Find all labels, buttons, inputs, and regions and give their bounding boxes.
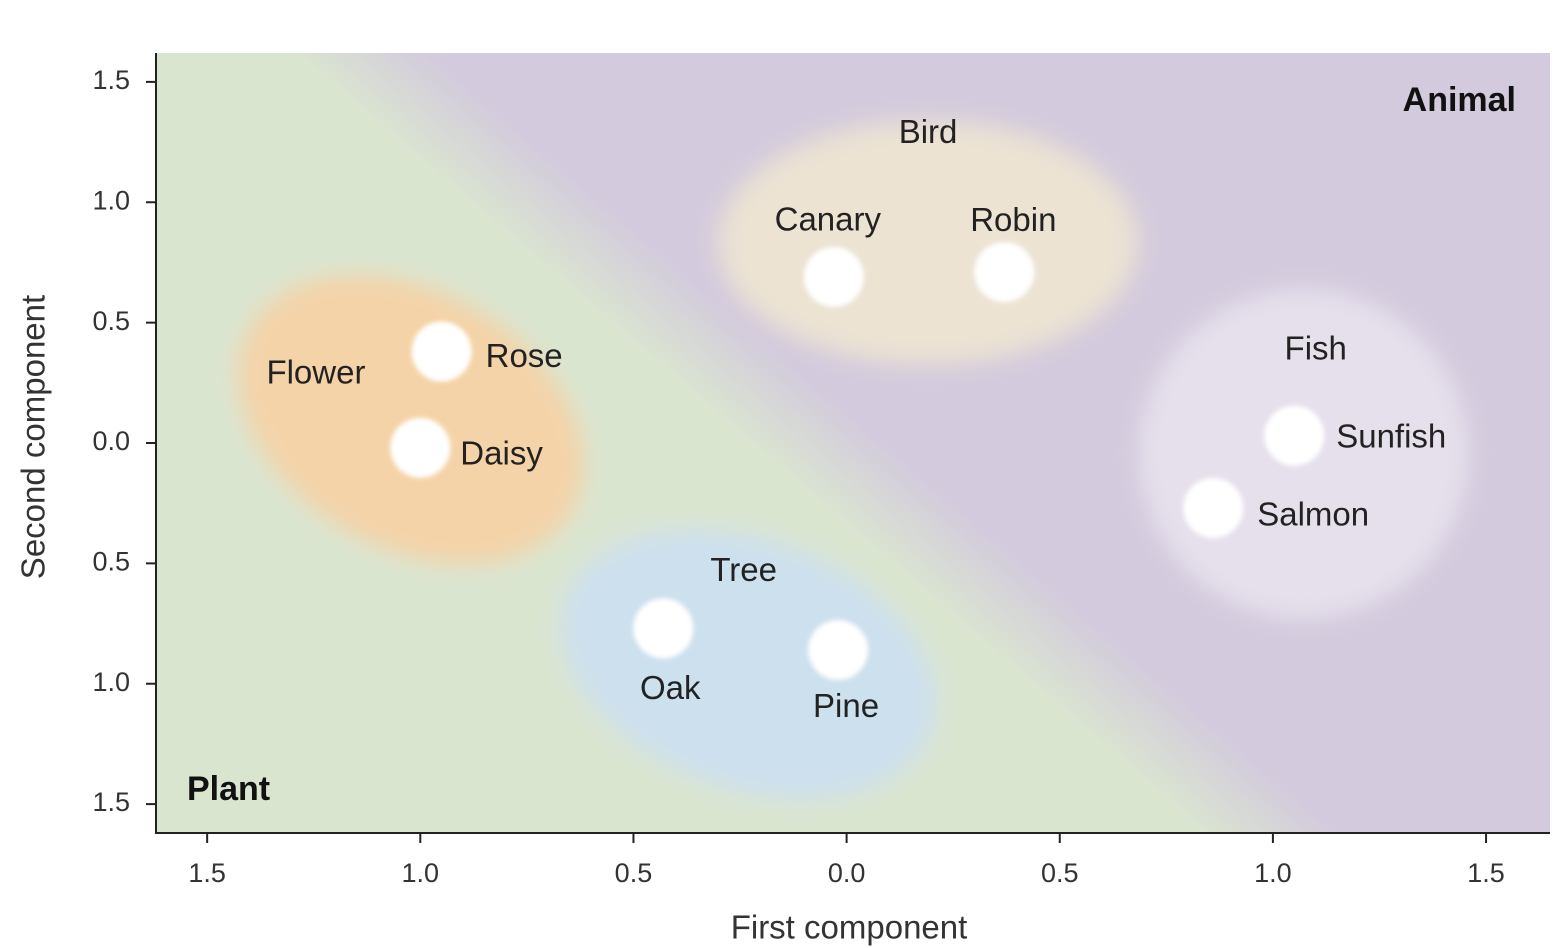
x-tick-label: 1.5 [1467, 858, 1505, 888]
group-label: Bird [899, 113, 958, 150]
x-tick-label: 0.5 [615, 858, 653, 888]
y-tick-label: 0.5 [92, 546, 130, 576]
group-label: Tree [710, 551, 777, 588]
point [390, 417, 451, 478]
y-tick-label: 1.0 [92, 185, 130, 215]
point-label: Pine [813, 687, 879, 724]
x-axis-title: First component [731, 909, 968, 946]
point [1183, 478, 1244, 538]
point [803, 246, 864, 307]
y-tick-label: 0.5 [92, 306, 130, 336]
point [411, 321, 472, 382]
x-tick-label: 1.0 [402, 858, 440, 888]
group-label: Fish [1285, 330, 1347, 367]
point [1264, 405, 1325, 466]
point-label: Salmon [1257, 496, 1369, 533]
point-label: Robin [970, 201, 1056, 238]
point [974, 242, 1035, 303]
point [633, 598, 694, 659]
x-tick-label: 0.0 [828, 858, 866, 888]
y-tick-label: 0.0 [92, 426, 130, 456]
x-tick-label: 1.5 [188, 858, 226, 888]
x-tick-label: 1.0 [1254, 858, 1292, 888]
point-label: Daisy [460, 435, 543, 472]
group-label: Flower [266, 353, 365, 390]
y-axis-title: Second component [15, 295, 52, 579]
region-label: Animal [1403, 81, 1516, 119]
region-label: Plant [187, 770, 270, 808]
y-tick-label: 1.5 [92, 787, 130, 817]
point-label: Rose [486, 337, 563, 374]
point [808, 620, 869, 681]
y-tick-label: 1.0 [92, 667, 130, 697]
x-tick-label: 0.5 [1041, 858, 1079, 888]
point-label: Sunfish [1336, 417, 1446, 454]
group-blob [560, 529, 937, 800]
y-tick-label: 1.5 [92, 65, 130, 95]
point-label: Oak [640, 669, 701, 706]
point-label: Canary [775, 201, 882, 238]
group-blob [718, 120, 1139, 365]
